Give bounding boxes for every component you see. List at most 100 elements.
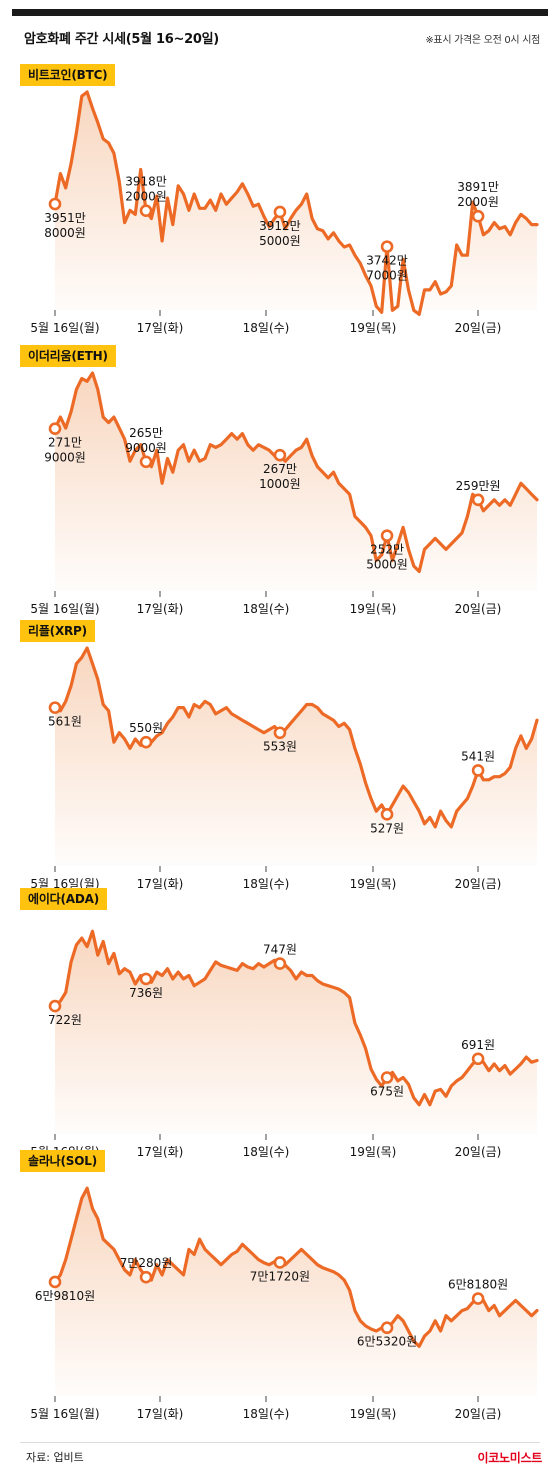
footer-divider — [20, 1442, 540, 1443]
price-marker — [48, 197, 62, 211]
price-label-line: 6만9810원 — [35, 1289, 95, 1303]
price-label-line: 7000원 — [366, 269, 408, 283]
price-label: 736원 — [129, 986, 163, 1000]
price-label: 747원 — [263, 943, 297, 957]
price-marker — [471, 1292, 485, 1305]
x-tick-label: 19일(목) — [350, 1407, 397, 1421]
x-tick-label: 20일(금) — [455, 321, 502, 335]
coin-label: 비트코인(BTC) — [20, 64, 116, 86]
price-label-line: 3891만 — [457, 180, 499, 194]
price-label-line: 267만 — [263, 462, 297, 476]
price-label: 252만 5000원 — [366, 543, 408, 572]
x-tick-label: 18일(수) — [243, 1145, 290, 1159]
price-marker — [139, 455, 153, 469]
x-tick-label: 5월 16일(월) — [30, 602, 99, 616]
price-label-line: 259만원 — [456, 479, 501, 493]
publisher-logo: 이코노미스트 — [477, 1451, 543, 1465]
price-label: 7만1720원 — [250, 1269, 310, 1283]
x-tick-label: 18일(수) — [243, 321, 290, 335]
price-label: 691원 — [461, 1038, 495, 1052]
price-label: 267만 1000원 — [259, 462, 301, 491]
price-label-line: 252만 — [370, 543, 404, 557]
chart-panel-xrp: 리플(XRP) 561원 550원 553원 527원 541원 5월 16일(월) 17일… — [0, 620, 560, 902]
price-line — [53, 929, 539, 1107]
price-marker — [139, 972, 153, 986]
price-label: 265만 9000원 — [125, 426, 167, 455]
x-tick-label: 19일(목) — [350, 602, 397, 616]
x-tick-label: 17일(화) — [137, 877, 184, 891]
x-tick-label: 19일(목) — [350, 321, 397, 335]
price-label-line: 8000원 — [44, 226, 86, 240]
price-label-line: 9000원 — [44, 451, 86, 465]
price-label-line: 6만5320원 — [357, 1335, 417, 1349]
coin-label: 솔라나(SOL) — [20, 1150, 105, 1172]
coin-label: 에이다(ADA) — [20, 888, 108, 910]
price-label: 527원 — [370, 821, 404, 835]
price-label-line: 265만 — [129, 426, 163, 440]
area-fill — [55, 648, 537, 866]
price-label: 3918만 2000원 — [125, 175, 167, 204]
price-marker — [48, 701, 62, 714]
price-label-line: 553원 — [263, 740, 297, 754]
x-tick-label: 20일(금) — [455, 877, 502, 891]
area-fill — [55, 92, 537, 315]
price-label-line: 2000원 — [125, 190, 167, 204]
price-label: 561원 — [48, 715, 82, 729]
price-line — [53, 371, 539, 574]
price-label: 3891만 2000원 — [457, 180, 499, 209]
price-marker — [48, 1275, 62, 1289]
x-tick-label: 18일(수) — [243, 602, 290, 616]
chart-xrp: 561원 550원 553원 527원 541원 5월 16일(월) 17일(화) 18일(수… — [30, 646, 539, 891]
price-label: 3912만 5000원 — [259, 219, 301, 248]
price-label-line: 7만1720원 — [250, 1269, 310, 1283]
chart-panel-sol: 솔라나(SOL) 6만9810원 7만280원 7만1720원 6만5320원 6만81… — [0, 1150, 560, 1432]
price-label-line: 747원 — [263, 943, 297, 957]
price-label-line: 541원 — [461, 749, 495, 763]
page-title: 암호화폐 주간 시세(5월 16~20일) — [24, 32, 219, 47]
price-label-line: 9000원 — [125, 441, 167, 455]
price-marker — [471, 493, 485, 507]
price-marker — [380, 808, 394, 821]
chart-panel-eth: 이더리움(ETH) 271만 9000원 265만 9000원 267만 1000원 252… — [0, 345, 560, 627]
price-label-line: 5000원 — [366, 558, 408, 572]
price-label: 271만 9000원 — [44, 436, 86, 465]
x-tick-label: 5월 16일(월) — [30, 321, 99, 335]
price-label-line: 6만8180원 — [448, 1278, 508, 1292]
price-label: 3951만 8000원 — [44, 211, 86, 240]
price-marker — [48, 999, 62, 1013]
area-fill — [55, 1188, 537, 1396]
price-marker — [380, 240, 394, 253]
price-label-line: 271만 — [48, 436, 82, 450]
price-label-line: 527원 — [370, 821, 404, 835]
price-label-line: 3912만 — [259, 219, 301, 233]
price-label-line: 722원 — [48, 1013, 82, 1027]
price-marker — [471, 1052, 485, 1066]
price-label: 550원 — [129, 721, 163, 735]
price-marker — [273, 1256, 287, 1269]
price-label: 7만280원 — [120, 1256, 173, 1270]
price-label-line: 2000원 — [457, 195, 499, 209]
price-label: 553원 — [263, 740, 297, 754]
coin-label: 이더리움(ETH) — [20, 345, 116, 367]
x-tick-label: 18일(수) — [243, 877, 290, 891]
price-label: 6만9810원 — [35, 1289, 95, 1303]
source-note: 자료: 업비트 — [26, 1451, 84, 1464]
chart-sol: 6만9810원 7만280원 7만1720원 6만5320원 6만8180원 5월 16일… — [30, 1186, 539, 1421]
price-marker — [273, 448, 287, 462]
price-label: 6만8180원 — [448, 1278, 508, 1292]
price-marker — [471, 209, 485, 223]
price-label-line: 3742만 — [366, 254, 408, 268]
price-label-line: 3918만 — [125, 175, 167, 189]
price-line — [53, 646, 539, 829]
x-tick-label: 17일(화) — [137, 602, 184, 616]
coin-label: 리플(XRP) — [20, 620, 95, 642]
x-tick-label: 19일(목) — [350, 1145, 397, 1159]
area-fill — [55, 373, 537, 591]
price-marker — [273, 726, 287, 740]
price-label: 722원 — [48, 1013, 82, 1027]
price-marker — [139, 204, 153, 218]
price-marker — [139, 735, 153, 749]
x-tick-label: 17일(화) — [137, 1407, 184, 1421]
price-label-line: 736원 — [129, 986, 163, 1000]
